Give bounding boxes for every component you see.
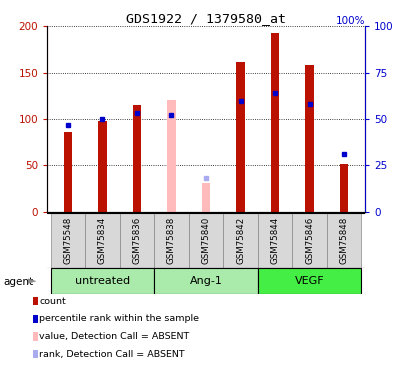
Text: count: count [39, 297, 66, 306]
Bar [63, 132, 72, 212]
Bar [167, 100, 175, 212]
Bar [326, 213, 361, 268]
Text: untreated: untreated [75, 276, 130, 286]
Bar [50, 213, 85, 268]
Bar [154, 213, 188, 268]
Bar [50, 268, 154, 294]
Text: GSM75846: GSM75846 [304, 217, 313, 264]
Text: percentile rank within the sample: percentile rank within the sample [39, 314, 199, 323]
Title: GDS1922 / 1379580_at: GDS1922 / 1379580_at [126, 12, 285, 25]
Text: GSM75548: GSM75548 [63, 217, 72, 264]
Bar [292, 213, 326, 268]
Bar [236, 62, 244, 212]
Bar [257, 268, 361, 294]
Text: value, Detection Call = ABSENT: value, Detection Call = ABSENT [39, 332, 189, 341]
Bar [85, 213, 119, 268]
Text: rank, Detection Call = ABSENT: rank, Detection Call = ABSENT [39, 350, 184, 358]
Bar [154, 268, 257, 294]
Bar [132, 105, 141, 212]
Text: GSM75844: GSM75844 [270, 217, 279, 264]
Text: GSM75838: GSM75838 [166, 217, 175, 264]
Text: GSM75842: GSM75842 [236, 217, 245, 264]
Text: VEGF: VEGF [294, 276, 324, 286]
Bar [305, 65, 313, 212]
Bar [223, 213, 257, 268]
Text: agent: agent [3, 277, 33, 286]
Text: GSM75836: GSM75836 [132, 217, 141, 264]
Text: GSM75848: GSM75848 [339, 217, 348, 264]
Bar [201, 183, 210, 212]
Text: 100%: 100% [335, 16, 364, 26]
Bar [119, 213, 154, 268]
Text: ►: ► [27, 277, 36, 286]
Text: GSM75834: GSM75834 [98, 217, 107, 264]
Bar [98, 121, 106, 212]
Bar [270, 33, 279, 212]
Text: GSM75840: GSM75840 [201, 217, 210, 264]
Bar [257, 213, 292, 268]
Text: Ang-1: Ang-1 [189, 276, 222, 286]
Bar [188, 213, 223, 268]
Bar [339, 164, 348, 212]
